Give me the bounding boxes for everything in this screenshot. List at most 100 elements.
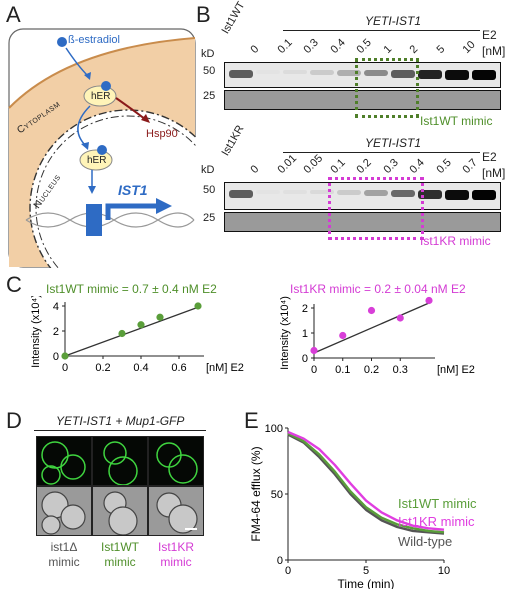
y-tick-label: 0	[302, 353, 308, 365]
ist1-gene-label: IST1	[118, 182, 148, 198]
d-label-1: Ist1WT mimic	[101, 540, 139, 569]
series-line	[287, 430, 445, 531]
y-tick-label: 2	[53, 326, 59, 338]
gfp-image	[148, 436, 204, 486]
legend-label: Ist1KR mimic	[398, 514, 475, 529]
x-tick-label: 0.2	[364, 364, 379, 376]
lane-label: 0.05	[301, 152, 326, 176]
kd-top: kD	[201, 48, 215, 60]
y-tick-label: 1	[302, 328, 308, 340]
brightfield-image	[148, 486, 204, 536]
cell-outlines	[103, 491, 138, 535]
d-label-ist1delta: ist1Δ mimic	[36, 540, 92, 570]
data-point	[194, 302, 202, 310]
lane-label: 0.1	[275, 36, 295, 56]
c-right-title: Ist1KR mimic = 0.2 ± 0.04 nM E2	[290, 282, 466, 296]
blot-top-lower	[224, 90, 501, 110]
chart-c-right: 0 1 2 0 0.1 0.2 0.3 [nM] E2 Intensity (x10⁴)	[279, 296, 475, 376]
cell	[60, 454, 86, 480]
data-point	[367, 306, 376, 315]
mimic-box-top	[355, 58, 419, 118]
her-cyto	[83, 85, 117, 107]
marker-25-top: 25	[203, 90, 216, 102]
band	[283, 190, 307, 194]
band	[364, 70, 388, 77]
lane-label: 0.1	[328, 156, 348, 176]
panel-letter-b: B	[196, 2, 211, 27]
band	[472, 190, 496, 200]
panel-letter-d: D	[6, 408, 22, 433]
panel-letter-a: A	[6, 2, 21, 27]
data-point	[118, 329, 126, 338]
cell-outlines	[41, 491, 86, 535]
band	[310, 70, 334, 75]
band	[418, 190, 442, 199]
fit-line	[313, 302, 430, 354]
legend-label: Ist1WT mimic	[398, 496, 477, 511]
band	[256, 70, 280, 74]
band	[310, 190, 334, 195]
series-line	[287, 432, 445, 534]
data-point	[339, 331, 347, 340]
y-axis-label: Intensity (x10⁴)	[279, 296, 291, 370]
lane-label: 0.5	[434, 156, 454, 176]
lane-label: 0.2	[354, 156, 374, 176]
y-tick-label: 0	[53, 351, 59, 363]
cell	[108, 456, 138, 485]
construct-top: YETI-IST1	[365, 14, 422, 28]
d-label-kr: Ist1KR mimic	[148, 540, 204, 570]
scale-bar	[185, 528, 197, 530]
band	[337, 190, 361, 195]
x-tick-label: 0	[62, 362, 68, 374]
mimic-label-bottom: Ist1KR mimic	[420, 234, 491, 248]
x-tick-label: 0	[311, 364, 317, 376]
cell-outlines	[103, 441, 138, 485]
gfp-image	[92, 436, 148, 486]
blot-bottom-upper	[224, 182, 501, 210]
cell	[168, 454, 198, 484]
nm-bottom: [nM]	[482, 166, 506, 180]
cell	[156, 442, 182, 468]
promoter-box	[86, 204, 102, 236]
x-tick-label: 0.3	[393, 364, 408, 376]
mimic-box-bottom	[328, 177, 424, 240]
x-tick-label: 0.1	[335, 364, 350, 376]
series-line	[287, 433, 445, 535]
e2-bottom: E2	[482, 150, 497, 164]
marker-50-bottom: 50	[203, 184, 216, 196]
x-tick-label: 10	[438, 565, 450, 577]
her-nuc	[79, 149, 113, 171]
blot-bottom-lower	[224, 212, 501, 232]
cell	[41, 465, 61, 485]
hsp90-label: Hsp90	[146, 128, 178, 140]
data-point	[156, 313, 164, 321]
lane-label: 0	[248, 163, 262, 176]
band	[391, 190, 415, 198]
control-top: Ist1WT	[219, 0, 248, 36]
chart-c-left: 0 2 4 0 0.2 0.4 0.6 [nM] E2 Intensity (x10⁴)	[30, 296, 244, 374]
band	[229, 70, 253, 78]
estradiol-label: ß-estradiol	[68, 34, 120, 46]
y-tick-label: 0	[277, 555, 283, 567]
d-label-wt: Ist1WT mimic	[92, 540, 148, 570]
cell-outlines	[156, 442, 198, 484]
lane-label: 0.3	[301, 36, 321, 56]
x-axis-label: Time (min)	[338, 577, 395, 589]
y-axis-label: FM4-64 efflux (%)	[249, 446, 263, 541]
y-tick-label: 2	[302, 303, 308, 315]
blot-top-upper	[224, 62, 501, 88]
band	[391, 70, 415, 78]
lane-label: 0.4	[407, 156, 427, 176]
x-axis-label: [nM] E2	[206, 362, 244, 374]
construct-top-line	[283, 30, 480, 31]
data-point	[61, 352, 69, 360]
x-tick-label: 0.4	[133, 362, 148, 374]
band	[418, 70, 442, 80]
data-point	[425, 296, 433, 305]
lane-label: 2	[407, 43, 421, 56]
lane-label: 0.7	[460, 156, 480, 176]
y-tick-label: 4	[53, 301, 59, 313]
d-label-0: ist1Δ mimic	[48, 540, 80, 569]
lane-label: 1	[381, 43, 394, 56]
cell-outlines	[156, 492, 198, 534]
